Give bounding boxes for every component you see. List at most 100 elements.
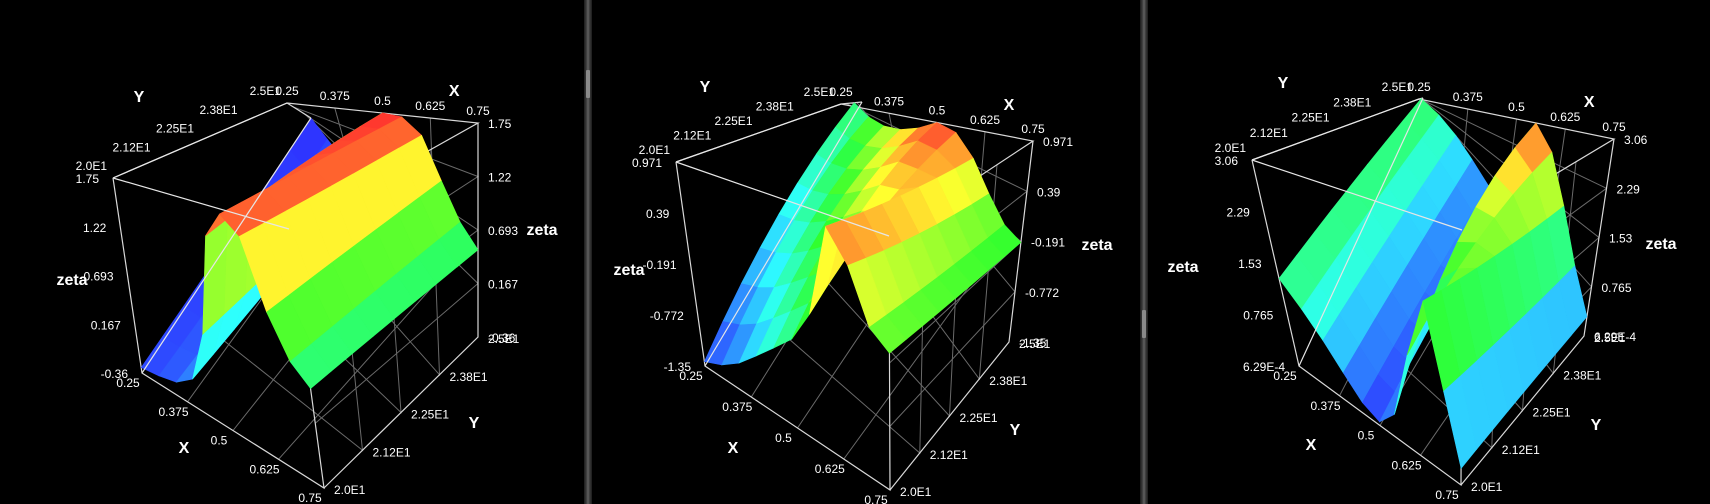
surface-plot-1[interactable]: 0.25 0.25 0.375 0.375 0.5 0.5 0.625 0.625 0.75 0.…	[0, 0, 584, 504]
y-tick-label-front: 2.5E1	[1019, 337, 1051, 351]
x-tick-label-front: 0.25	[116, 376, 140, 390]
y-tick-label-front: 2.38E1	[1563, 368, 1601, 382]
z-tick-label-left: 6.29E-4	[1243, 360, 1285, 374]
y-tick-label-front: 2.38E1	[989, 374, 1027, 388]
y-axis-title-back: Y	[134, 89, 145, 106]
z-tick-label-right: 0.693	[488, 224, 518, 238]
z-tick-label-left: 0.971	[632, 156, 662, 170]
z-tick-label-right: 3.06	[1624, 133, 1648, 147]
zeta-surface	[140, 112, 479, 390]
x-tick-label-back: 0.625	[970, 113, 1000, 127]
y-axis-title-front: Y	[469, 415, 480, 432]
y-tick-label-front: 2.0E1	[900, 485, 932, 499]
axis-box-front	[675, 101, 890, 367]
y-tick-label-back: 2.38E1	[199, 103, 237, 117]
y-tick-label-front: 2.5E1	[488, 332, 520, 346]
z-tick-label-right: -0.772	[1025, 286, 1059, 300]
x-tick-label-front: 0.75	[298, 491, 322, 504]
y-tick-label-front: 2.0E1	[1471, 480, 1503, 494]
z-tick-label-right: -0.36	[488, 331, 516, 345]
x-tick-label-back: 0.5	[374, 94, 391, 108]
z-tick-label-right: 0.971	[1043, 135, 1073, 149]
surface-plot-1-canvas[interactable]: 0.25 0.25 0.375 0.375 0.5 0.5 0.625 0.625 0.75 0.…	[0, 0, 584, 504]
y-tick-label-back: 2.5E1	[804, 85, 836, 99]
x-tick-label-front: 0.25	[1273, 369, 1297, 383]
z-axis-title-left: zeta	[613, 262, 644, 279]
z-axis-title-left: zeta	[56, 272, 87, 289]
x-tick-label-front: 0.375	[722, 400, 752, 414]
z-tick-label-right: -0.191	[1031, 236, 1065, 250]
divider-grip-2[interactable]	[1142, 310, 1146, 338]
y-tick-label-back: 2.5E1	[1382, 80, 1414, 94]
x-tick-label-back: 0.75	[1021, 122, 1045, 136]
x-tick-label-back: 0.375	[1453, 90, 1483, 104]
y-tick-label-front: 2.12E1	[930, 448, 968, 462]
y-tick-label-back: 2.12E1	[112, 140, 150, 154]
x-tick-label-back: 0.25	[1407, 80, 1431, 94]
x-tick-label-back: 0.625	[415, 99, 445, 113]
x-tick-label-front: 0.625	[815, 462, 845, 476]
zeta-surface	[703, 102, 1022, 366]
z-tick-label-right: -1.35	[1019, 336, 1047, 350]
y-tick-label-back: 2.38E1	[756, 100, 794, 114]
axis-box-front	[112, 102, 312, 374]
surface-plot-2[interactable]: 0.25 0.25 0.375 0.375 0.5 0.5 0.625 0.625 0.75 0.…	[592, 0, 1140, 504]
x-tick-label-front: 0.375	[158, 405, 188, 419]
y-tick-label-front: 2.38E1	[450, 370, 488, 384]
y-tick-label-back: 2.12E1	[673, 129, 711, 143]
split-pane-divider-2[interactable]	[1140, 0, 1148, 504]
surface-plot-3[interactable]: 0.25 0.25 0.375 0.375 0.5 0.5 0.625 0.625 0.75 0.…	[1148, 0, 1710, 504]
x-tick-label-back: 0.25	[829, 85, 853, 99]
z-tick-label-left: -0.191	[642, 258, 676, 272]
y-tick-label-back: 2.25E1	[156, 122, 194, 136]
y-tick-label-front: 2.5E1	[1594, 331, 1626, 345]
x-tick-label-front: 0.625	[249, 462, 279, 476]
x-tick-label-front: 0.25	[679, 369, 703, 383]
z-axis-title-left: zeta	[1167, 259, 1198, 276]
y-tick-label-front: 2.0E1	[334, 483, 366, 497]
x-tick-label-front: 0.5	[211, 434, 228, 448]
x-axis-title-front: X	[728, 440, 739, 457]
y-tick-label-back: 2.0E1	[639, 143, 671, 157]
y-tick-label-back: 2.5E1	[250, 84, 282, 98]
tick-labels: 0.25 0.25 0.375 0.375 0.5 0.5 0.625 0.625 0.75 0.…	[76, 84, 520, 504]
z-axis-title-right: zeta	[526, 222, 557, 239]
x-tick-label-back: 0.75	[1602, 120, 1626, 134]
x-tick-label-back: 0.5	[929, 104, 946, 118]
x-tick-label-front: 0.75	[864, 493, 888, 504]
tick-labels: 0.25 0.25 0.375 0.375 0.5 0.5 0.625 0.625 0.75 0.…	[1215, 80, 1648, 502]
surface-patch	[868, 314, 907, 354]
z-tick-label-right: 1.75	[488, 117, 512, 131]
surface-plot-2-canvas[interactable]: 0.250.250.3750.3750.50.50.6250.6250.750.…	[592, 0, 1140, 504]
split-pane-divider-1[interactable]	[584, 0, 592, 504]
z-tick-label-left: -1.35	[664, 360, 692, 374]
z-tick-label-left: 2.29	[1226, 206, 1250, 220]
surface-plot-3-canvas[interactable]: 0.25 0.25 0.375 0.375 0.5 0.5 0.625 0.625 0.75 0.…	[1148, 0, 1710, 504]
divider-grip-1[interactable]	[586, 70, 590, 98]
surface-patch	[1443, 375, 1478, 470]
y-axis-title-back: Y	[1278, 75, 1289, 92]
y-tick-label-back: 2.12E1	[1250, 126, 1288, 140]
x-tick-label-front: 0.375	[1310, 399, 1340, 413]
x-axis-title-front: X	[1306, 437, 1317, 454]
z-tick-label-right: 2.29	[1617, 182, 1641, 196]
y-tick-label-front: 2.12E1	[1502, 443, 1540, 457]
x-tick-label-back: 0.75	[466, 104, 490, 118]
y-axis-title-front: Y	[1591, 417, 1602, 434]
x-axis-title-back: X	[449, 83, 460, 100]
x-tick-label-back: 0.375	[320, 89, 350, 103]
z-tick-label-left: 0.765	[1243, 309, 1273, 323]
x-axis-title-front: X	[179, 440, 190, 457]
z-axis-title-right: zeta	[1645, 236, 1676, 253]
z-tick-label-right: 1.22	[488, 171, 512, 185]
z-tick-label-left: 3.06	[1215, 154, 1239, 168]
surface-patch	[289, 343, 332, 390]
x-tick-label-front: 0.75	[1435, 488, 1459, 502]
x-axis-title-back: X	[1584, 94, 1595, 111]
x-axis-title-back: X	[1004, 97, 1015, 114]
zeta-surface	[1278, 98, 1588, 470]
x-tick-label-back: 0.5	[1508, 100, 1525, 114]
